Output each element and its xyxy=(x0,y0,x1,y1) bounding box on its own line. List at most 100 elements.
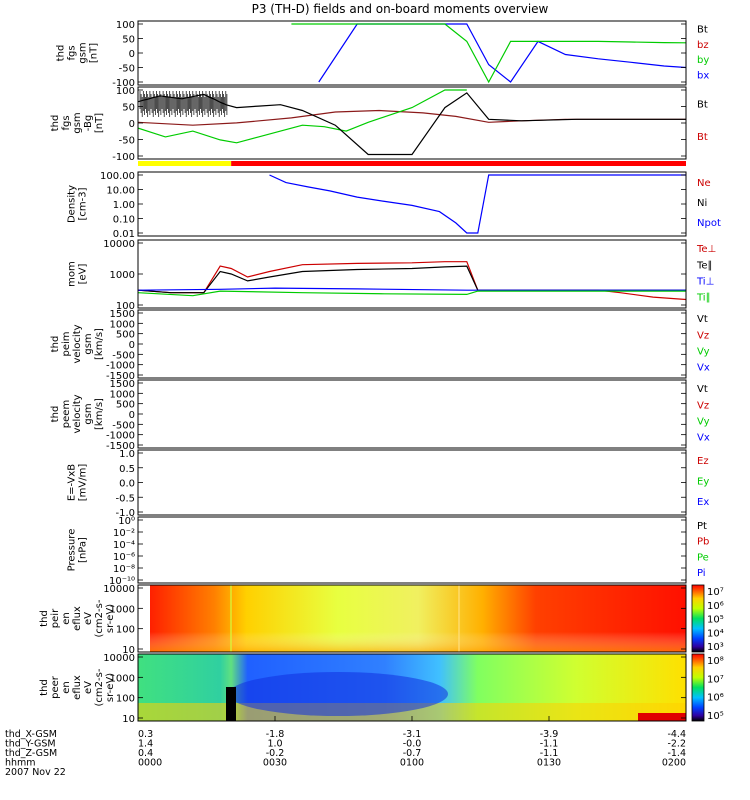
peer-colorbar-tick: 10⁶ xyxy=(707,693,724,704)
peer-colorbar xyxy=(691,653,705,722)
peim-ylabel: [km/s] xyxy=(94,328,105,360)
footer-value: -2.2 xyxy=(667,739,686,750)
efield-ylabel: [mV/m] xyxy=(78,464,89,502)
fgs_lo-series-by xyxy=(138,89,467,144)
density-legend-ni: Ni xyxy=(697,198,707,209)
peim-ytick-label: 500 xyxy=(116,330,135,341)
peim-legend-vz: Vz xyxy=(697,330,709,341)
peir-low-energy xyxy=(150,585,686,652)
footer-value: 0100 xyxy=(400,758,424,769)
footer-value: -1.1 xyxy=(540,739,559,750)
peim-ytick-label: -500 xyxy=(112,350,135,361)
temperature-legend-ti⊥: Ti⊥ xyxy=(696,276,714,287)
peer-ytick-label: 10000 xyxy=(103,653,135,664)
peem-ytick-label: 500 xyxy=(116,400,135,411)
temperature-ytick-label: 10000 xyxy=(103,239,135,250)
temperature-frame xyxy=(137,239,687,309)
peim-legend-vt: Vt xyxy=(697,314,708,325)
peir-colorbar xyxy=(691,584,705,653)
efield-legend-ey: Ey xyxy=(697,476,709,487)
footer-value: 1.0 xyxy=(267,739,282,750)
peem-ylabel: [km/s] xyxy=(94,398,105,430)
density-ytick-label: 0.01 xyxy=(113,229,135,240)
chart-title: P3 (TH-D) fields and on-board moments ov… xyxy=(252,2,549,16)
peer-colorbar-tick: 10⁵ xyxy=(707,711,724,722)
footer-value: -1.4 xyxy=(667,748,686,759)
pressure-ylabel: Pressure xyxy=(67,529,78,572)
fgs-legend-bt: Bt xyxy=(697,25,708,36)
peer-ylabel: eflux xyxy=(72,675,83,700)
density-ytick-label: 100.00 xyxy=(100,171,135,182)
footer-value: 0.3 xyxy=(138,729,153,740)
footer-label: thd_Z-GSM xyxy=(5,748,57,759)
footer-value: -1.8 xyxy=(266,729,285,740)
peem-ylabel: peem xyxy=(61,400,72,428)
peem-ytick-label: 0 xyxy=(129,410,135,421)
fgs_lo-ytick-label: 50 xyxy=(122,103,135,114)
peem-ytick-label: -1000 xyxy=(106,431,135,442)
fgs-ytick-label: 50 xyxy=(122,35,135,46)
peim-ylabel: peim xyxy=(61,331,72,356)
peir-ylabel: peir xyxy=(50,608,61,628)
footer-value: -3.1 xyxy=(403,729,422,740)
peir-ylabel: eV xyxy=(83,612,94,625)
temperature-legend-te⊥: Te⊥ xyxy=(696,244,716,255)
peim-ylabel: gsm xyxy=(83,333,94,354)
fgs_lo-series-bz xyxy=(138,109,686,126)
fgs_lo-ytick-label: -100 xyxy=(112,152,135,163)
temperature-series-ti∥ xyxy=(138,290,686,297)
peim-ytick-label: -1500 xyxy=(106,371,135,382)
temperature-legend-te∥: Te∥ xyxy=(696,260,713,271)
fgs-ytick-label: 100 xyxy=(116,20,135,31)
efield-frame xyxy=(137,449,687,516)
fgs-legend-bx: bx xyxy=(697,70,709,81)
peem-ylabel: gsm xyxy=(83,403,94,424)
fgs-series-bx xyxy=(318,23,686,83)
peir-stripe xyxy=(230,585,232,652)
footer-label: thd_Y-GSM xyxy=(5,739,56,750)
fgs_lo-burst xyxy=(139,91,228,117)
footer-value: -1.1 xyxy=(540,748,559,759)
temperature-legend-ti∥: Ti∥ xyxy=(696,293,711,304)
efield-legend-ex: Ex xyxy=(697,497,709,508)
temperature-ylabel: [eV] xyxy=(78,264,89,285)
pressure-ytick-label: 10⁰ xyxy=(118,516,135,527)
fgs_lo-ylabel: thd xyxy=(50,115,61,132)
pressure-ytick-label: 10⁻¹⁰ xyxy=(109,576,135,587)
peir-colorbar-tick: 10³ xyxy=(707,642,724,653)
fgs_lo-ylabel: gsm xyxy=(72,112,83,133)
fgs-ytick-label: -50 xyxy=(119,64,135,75)
fgs-ylabel: fgs xyxy=(67,45,78,60)
fgs-legend-by: by xyxy=(697,55,709,66)
efield-ytick-label: 0.5 xyxy=(119,464,135,475)
peir-stripe xyxy=(458,585,460,652)
pressure-ylabel: [nPa] xyxy=(78,537,89,563)
peer-ylabel: sr-eV) xyxy=(105,673,116,702)
density-frame xyxy=(137,171,687,237)
density-legend-npot: Npot xyxy=(697,218,721,229)
density-ylabel: Density xyxy=(67,185,78,223)
temperature-ytick-label: 1000 xyxy=(110,270,135,281)
peer-ylabel: (cm2-s- xyxy=(94,668,105,706)
peer-gap xyxy=(226,687,236,721)
footer-value: -0.2 xyxy=(266,748,285,759)
temperature-ylabel: mom xyxy=(67,261,78,287)
fgs-legend-bz: bz xyxy=(697,40,709,51)
peem-ytick-label: 1000 xyxy=(110,389,135,400)
peim-ytick-label: 0 xyxy=(129,340,135,351)
fgs_lo-ytick-label: 0 xyxy=(129,119,135,130)
fgs-frame xyxy=(137,20,687,86)
peir-colorbar-tick: 10⁵ xyxy=(707,615,724,626)
peem-ylabel: velocity xyxy=(72,394,83,433)
fgs_lo-legend-bt: Bt xyxy=(697,99,708,110)
peem-legend-vy: Vy xyxy=(697,416,710,427)
footer-label: hhmm xyxy=(5,758,36,769)
efield-ytick-label: 0.0 xyxy=(119,479,135,490)
pressure-legend-pt: Pt xyxy=(697,521,707,532)
peem-frame xyxy=(137,379,687,449)
peim-ytick-label: 1000 xyxy=(110,319,135,330)
peir-ylabel: en xyxy=(61,612,72,625)
density-ylabel: [cm-3] xyxy=(78,187,89,220)
peer-ylabel: thd xyxy=(39,679,50,696)
peer-ylabel: en xyxy=(61,681,72,694)
